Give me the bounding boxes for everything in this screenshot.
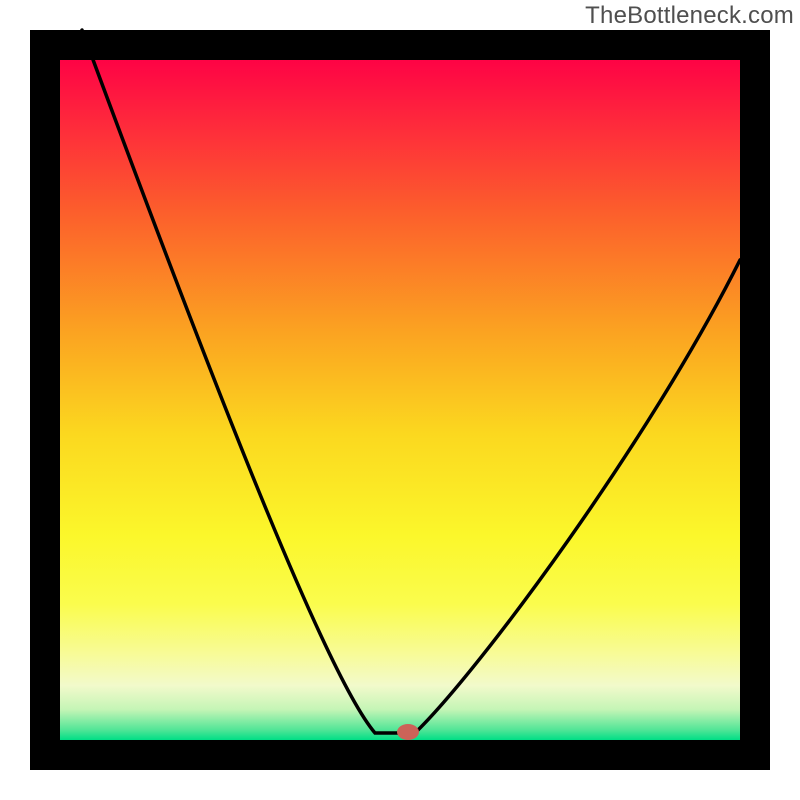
v-curve — [82, 30, 740, 733]
watermark-text: TheBottleneck.com — [585, 2, 794, 30]
chart-container: TheBottleneck.com — [0, 0, 800, 800]
curve-layer — [0, 0, 800, 800]
minimum-marker — [397, 724, 419, 740]
